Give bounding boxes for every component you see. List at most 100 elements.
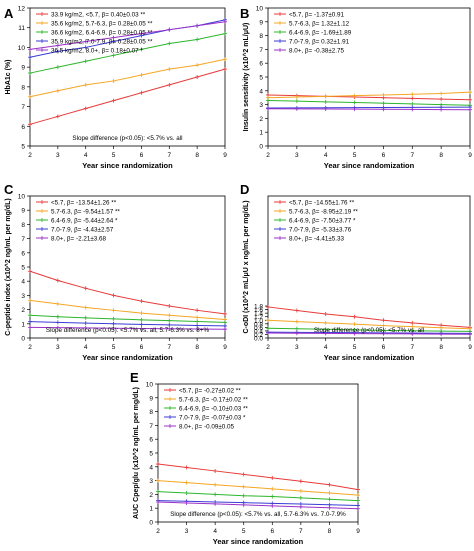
x-tick-label: 6 (270, 528, 274, 535)
series-line-2 (29, 299, 226, 321)
x-tick-label: 2 (28, 152, 32, 159)
data-point (439, 107, 444, 112)
series-line-1 (267, 306, 471, 328)
panel-letter: A (4, 6, 14, 21)
legend-marker (278, 39, 282, 43)
legend-entry: 7.0-7.9, β= -5.33±3.76 (289, 226, 352, 233)
data-point (223, 31, 227, 36)
slope-note: Slope difference (p<0.05): <5.7% vs. all… (46, 327, 210, 334)
series-line-5 (29, 21, 226, 50)
data-point (327, 491, 332, 496)
data-point (298, 504, 303, 509)
y-tick-label: 12 (18, 6, 26, 13)
data-point (184, 500, 189, 505)
data-point (327, 505, 332, 510)
data-point (323, 320, 328, 325)
data-point (266, 331, 270, 336)
data-point (327, 482, 332, 487)
data-point (352, 331, 357, 336)
x-tick-label: 7 (167, 152, 171, 159)
legend-entry: 6.4-6.9, β= -1.69±1.89 (289, 29, 352, 36)
data-point (294, 308, 299, 313)
y-tick-label: 10 (146, 382, 154, 389)
data-point (184, 480, 189, 485)
data-point (468, 90, 472, 95)
y-tick-label: 1.8 (254, 304, 263, 311)
panel-c: C 0 1 2 3 4 5 6 7 8 9 10 2 3 4 5 6 7 8 9 Year since randomiz… (4, 182, 227, 362)
x-tick-label: 8 (195, 152, 199, 159)
x-tick-label: 7 (410, 344, 414, 351)
data-point (83, 106, 88, 111)
legend-marker (40, 209, 44, 213)
x-tick-label: 4 (84, 152, 88, 159)
data-point (167, 318, 172, 323)
y-axis-label: AUC Cpep/glu (x10^2 ng/mL per mg/dL) (132, 387, 140, 519)
data-point (111, 308, 116, 313)
y-axis-label: C-oDI (x10^2 mL/μU x ng/mL per mg/dL) (242, 200, 250, 333)
x-tick-label: 2 (28, 344, 32, 351)
legend-marker (168, 397, 172, 401)
legend-marker (278, 30, 282, 34)
series-line-4 (267, 106, 471, 109)
y-tick-label: 0.4 (254, 328, 263, 335)
x-tick-label: 4 (324, 152, 328, 159)
legend-entry: 6.4-6.9, β= -7.50±3.77 * (289, 217, 356, 224)
y-tick-label: 4 (149, 464, 153, 471)
series-line-4 (267, 331, 471, 334)
panel-letter: E (130, 370, 139, 385)
x-tick-label: 3 (56, 152, 60, 159)
data-point (184, 491, 189, 496)
y-tick-label: 1.4 (254, 311, 263, 318)
legend-entry: <5.7, β= -0.27±0.02 ** (179, 387, 241, 394)
series-line-1 (29, 68, 226, 125)
legend-entry: 5.7-6.3, β= -8.95±2.19 ** (289, 208, 358, 215)
legend-entry: 35.6 kg/m2, 5.7-6.3, β= 0.28±0.05 ** (51, 20, 153, 27)
x-tick-label: 9 (356, 528, 360, 535)
data-point (28, 47, 32, 52)
legend-entry: 6.4-6.9, β= -5.44±2.64 * (51, 217, 118, 224)
data-point (352, 107, 357, 112)
y-tick-label: 6 (21, 250, 25, 257)
y-tick-label: 4 (21, 279, 25, 286)
data-point (139, 31, 144, 36)
panel-e: E 0 1 2 3 4 5 6 7 8 9 10 2 3 4 5 6 7 8 9 Year since randomiz… (130, 370, 360, 546)
data-point (213, 501, 218, 506)
y-tick-label: 11 (18, 25, 25, 32)
legend-entry: 6.4-6.9, β= -0.10±0.03 ** (179, 405, 248, 412)
data-point (410, 92, 415, 97)
data-point (294, 106, 299, 111)
data-point (139, 311, 144, 316)
legend-marker (278, 236, 282, 240)
legend-marker (40, 227, 44, 231)
y-tick-label: 9 (21, 208, 25, 215)
data-point (468, 332, 472, 337)
legend-entry: 5.7-6.3, β= -0.17±0.02 ** (179, 396, 248, 403)
data-point (111, 321, 116, 326)
data-point (270, 486, 275, 491)
data-point (83, 315, 88, 320)
data-point (356, 498, 360, 503)
data-point (184, 465, 189, 470)
x-tick-label: 8 (439, 152, 443, 159)
data-point (327, 497, 332, 502)
x-tick-label: 8 (439, 344, 443, 351)
data-point (266, 326, 270, 331)
data-point (410, 96, 415, 101)
data-point (294, 319, 299, 324)
series-line-5 (267, 332, 471, 335)
series-line-2 (267, 319, 471, 330)
legend-entry: 8.0+, β= -0.09±0.05 (179, 423, 235, 430)
y-tick-label: 1 (21, 321, 25, 328)
panel-a: A 5 6 7 8 9 10 11 12 2 3 4 5 6 7 8 9 Year since randomiza… (4, 6, 227, 171)
y-tick-label: 9 (149, 395, 153, 402)
data-point (439, 325, 444, 330)
data-point (167, 82, 172, 87)
y-tick-label: 6 (259, 61, 263, 68)
data-point (468, 97, 472, 102)
data-point (167, 41, 172, 46)
data-point (156, 489, 160, 494)
y-tick-label: 10 (256, 6, 264, 13)
data-point (28, 298, 32, 303)
y-tick-label: 0 (259, 144, 263, 151)
series-line-5 (267, 108, 471, 111)
